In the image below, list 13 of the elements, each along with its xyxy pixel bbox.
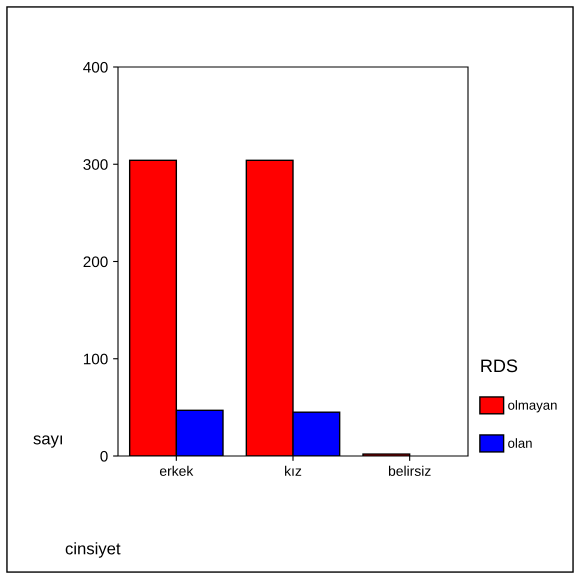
- x-tick-label: belirsiz: [388, 466, 431, 476]
- x-axis-title: cinsiyet: [66, 542, 120, 558]
- legend-title: RDS: [481, 359, 518, 372]
- y-tick-label: 300: [83, 159, 108, 170]
- y-tick-label: 0: [100, 450, 108, 462]
- x-tick-label: kız: [285, 466, 302, 476]
- y-axis-title: sayı: [33, 435, 62, 448]
- y-tick-label: 200: [84, 256, 108, 268]
- legend-label: olmayan: [508, 400, 557, 412]
- legend-label: olan: [508, 438, 532, 448]
- y-tick-label: 400: [83, 62, 108, 73]
- y-tick-label: 100: [84, 354, 108, 364]
- x-tick-label: erkek: [160, 466, 194, 476]
